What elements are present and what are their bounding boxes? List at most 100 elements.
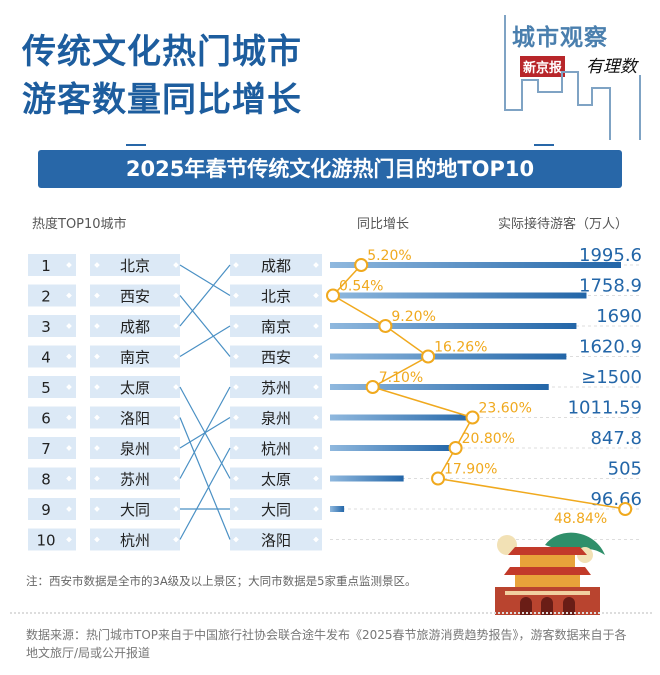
rank-box	[28, 345, 76, 368]
header-rank: 热度TOP10城市	[32, 217, 127, 232]
diamond-marker	[313, 506, 319, 512]
rank-connector	[179, 447, 231, 540]
title-line-2: 游客数量同比增长	[22, 80, 302, 120]
category-label: 北京	[261, 288, 291, 306]
left-city-box	[90, 528, 180, 551]
diamond-marker	[233, 445, 239, 451]
right-city-box	[230, 467, 322, 490]
rank-box	[28, 254, 76, 276]
rank-connector	[179, 264, 231, 327]
visitor-bar	[330, 384, 549, 390]
visitor-bar	[330, 445, 454, 451]
diamond-marker	[94, 414, 100, 421]
rank-connector	[179, 386, 231, 479]
growth-point	[378, 319, 393, 333]
header-visitors: 实际接待游客（万人）	[498, 217, 629, 232]
rank-connector	[179, 264, 231, 297]
diamond-marker	[94, 475, 100, 482]
diamond-marker	[66, 475, 72, 482]
growth-point	[465, 410, 480, 425]
right-city-box	[230, 528, 322, 551]
growth-point	[618, 502, 633, 516]
rank-label: 9	[41, 501, 51, 519]
diamond-marker	[66, 323, 72, 329]
growth-label: 5.20%	[367, 248, 411, 264]
header-growth: 同比增长	[357, 217, 410, 232]
category-label: 大同	[261, 501, 291, 519]
heat-city-label: 杭州	[120, 532, 150, 550]
category-label: 洛阳	[261, 532, 291, 550]
rank-box	[28, 498, 76, 520]
logo-text: 城市观察	[512, 24, 608, 51]
left-city-box	[90, 315, 180, 337]
rank-box	[28, 528, 76, 551]
visitor-bar	[330, 475, 404, 482]
heat-city-label: 大同	[120, 501, 150, 519]
diamond-marker	[233, 414, 239, 421]
growth-label: 16.26%	[434, 340, 487, 356]
diamond-marker	[66, 445, 72, 451]
category-label: 杭州	[261, 440, 291, 458]
heat-city-label: 北京	[120, 257, 150, 275]
diamond-marker	[313, 353, 319, 360]
diamond-marker	[313, 536, 319, 543]
diamond-marker	[233, 323, 239, 329]
diamond-marker	[313, 445, 319, 451]
logo-brand: 新京报	[520, 56, 566, 77]
left-city-box	[90, 406, 180, 429]
rank-connector	[179, 325, 231, 358]
right-city-box	[230, 284, 322, 307]
gate-tower-icon	[495, 532, 605, 615]
growth-label: 48.84%	[554, 511, 607, 527]
left-city-box	[90, 284, 180, 307]
right-city-box	[230, 315, 322, 337]
diamond-marker	[94, 536, 100, 543]
diamond-marker	[66, 414, 72, 421]
skyline-icon	[504, 15, 641, 140]
growth-point	[354, 258, 369, 272]
growth-point	[448, 441, 463, 455]
left-city-box	[90, 498, 180, 520]
growth-point	[431, 471, 446, 486]
rank-box	[28, 437, 76, 459]
rank-label: 8	[41, 471, 51, 489]
diamond-marker	[94, 506, 100, 512]
heat-city-label: 泉州	[120, 440, 150, 458]
logo: 城市观察 新京报 有理数	[512, 18, 637, 77]
rank-box	[28, 406, 76, 429]
diamond-marker	[173, 536, 179, 543]
left-city-box	[90, 437, 180, 459]
heat-city-label: 西安	[120, 288, 150, 306]
title-line-1: 传统文化热门城市	[22, 32, 302, 72]
diamond-marker	[173, 445, 179, 451]
left-city-box	[90, 467, 180, 490]
right-city-box	[230, 254, 322, 276]
data-source: 数据来源：热门城市TOP来自于中国旅行社协会联合途牛发布《2025春节旅游消费趋…	[26, 628, 627, 660]
rank-box	[28, 315, 76, 337]
diamond-marker	[313, 323, 319, 329]
rank-label: 6	[41, 410, 51, 428]
visitor-value-label: 1995.6	[579, 245, 642, 266]
growth-label: 17.90%	[444, 462, 497, 478]
diamond-marker	[233, 475, 239, 482]
growth-label: 0.54%	[339, 279, 383, 295]
category-label: 苏州	[261, 379, 291, 397]
diamond-marker	[173, 475, 179, 482]
diamond-marker	[233, 536, 239, 543]
footnote: 注：西安市数据是全市的3A级及以上景区；大同市数据是5家重点监测景区。	[26, 574, 417, 588]
growth-point	[326, 288, 340, 303]
diamond-marker	[173, 323, 179, 329]
heat-city-label: 苏州	[120, 471, 150, 489]
left-city-box	[90, 345, 180, 368]
visitor-bar	[330, 292, 587, 299]
category-label: 太原	[261, 471, 291, 489]
visitor-bar	[330, 262, 621, 268]
diamond-marker	[66, 536, 72, 543]
rank-label: 3	[41, 318, 51, 336]
category-label: 泉州	[261, 410, 291, 428]
visitor-bar	[330, 353, 567, 360]
rank-label: 2	[41, 288, 51, 306]
rank-box	[28, 376, 76, 398]
rank-label: 7	[41, 440, 51, 458]
